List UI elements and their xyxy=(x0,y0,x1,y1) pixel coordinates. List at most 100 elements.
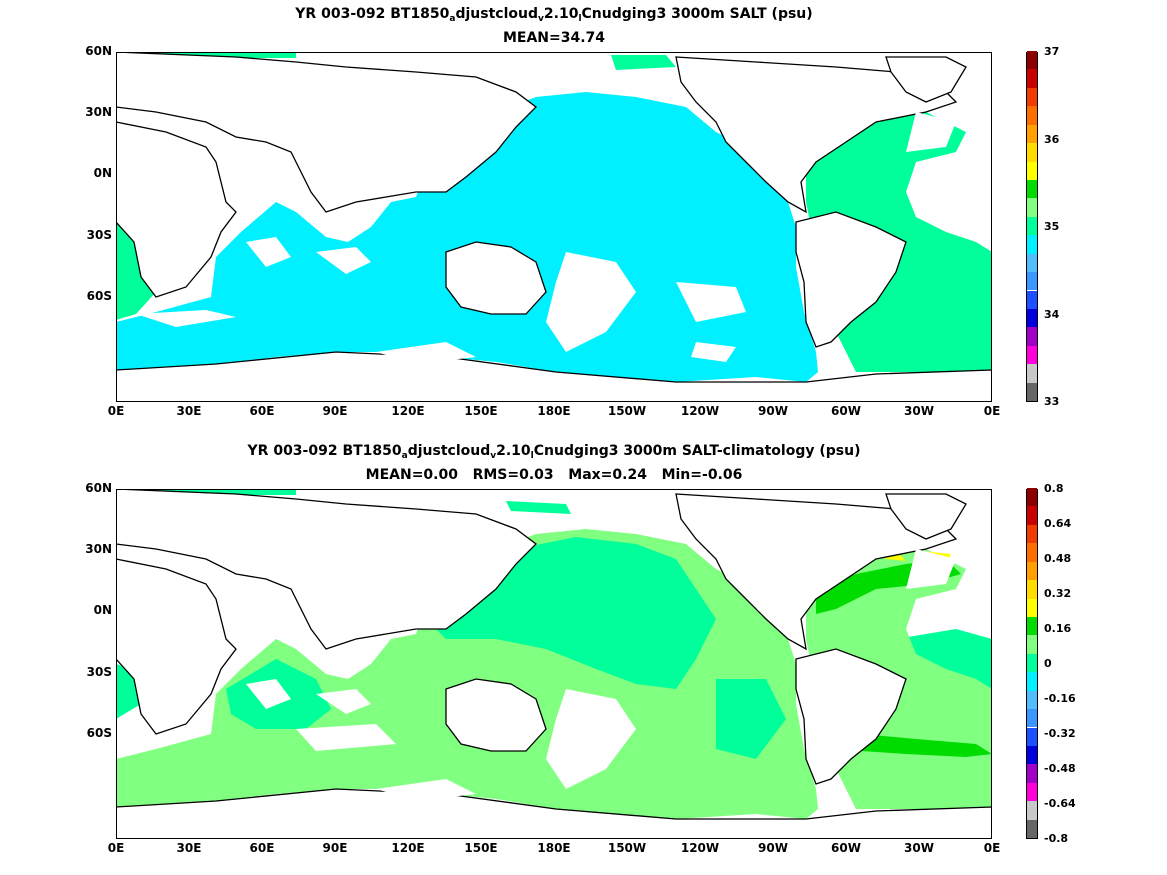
colorbar-swatch xyxy=(1027,308,1037,328)
axis-tick-label: 30W xyxy=(904,404,934,418)
axis-tick-label: 30E xyxy=(176,404,202,418)
p1-land-greenland xyxy=(885,56,967,103)
colorbar-swatch xyxy=(1027,506,1037,525)
axis-tick-label: 150W xyxy=(607,404,647,418)
colorbar-tick-label: 35 xyxy=(1044,220,1060,233)
colorbar-swatch xyxy=(1027,198,1037,217)
p1-ocean-arctic xyxy=(116,52,676,70)
axis-tick-label: 30S xyxy=(86,228,112,242)
panel1-map xyxy=(116,52,992,402)
axis-tick-label: 150E xyxy=(464,404,498,418)
colorbar-swatch xyxy=(1027,635,1037,654)
axis-tick-label: 150E xyxy=(464,841,498,855)
p1-patches xyxy=(136,112,956,364)
panel2-map xyxy=(116,489,992,839)
axis-tick-label: 0N xyxy=(93,603,112,617)
colorbar-swatch xyxy=(1027,561,1037,581)
colorbar-swatch xyxy=(1027,290,1037,309)
axis-tick-label: 60W xyxy=(831,404,861,418)
colorbar-tick-label: 0.32 xyxy=(1044,587,1072,600)
p2-land-eurasia xyxy=(116,489,537,650)
colorbar-tick-label: 0.64 xyxy=(1044,517,1072,530)
axis-tick-label: 0E xyxy=(983,841,1001,855)
colorbar-swatch xyxy=(1027,782,1037,802)
panel1-map-svg xyxy=(116,52,992,402)
colorbar-swatch xyxy=(1027,745,1037,765)
colorbar-swatch xyxy=(1027,524,1037,544)
colorbar-tick-label: 0 xyxy=(1044,657,1052,670)
colorbar-swatch xyxy=(1027,143,1037,162)
axis-tick-label: 90E xyxy=(322,404,348,418)
colorbar-swatch xyxy=(1027,690,1037,710)
colorbar-swatch xyxy=(1027,345,1037,365)
axis-tick-label: 0E xyxy=(107,404,125,418)
colorbar-swatch xyxy=(1027,672,1037,691)
colorbar-swatch xyxy=(1027,653,1037,673)
colorbar-swatch xyxy=(1027,764,1037,783)
panel2-map-svg xyxy=(116,489,992,839)
p1-land-australia xyxy=(445,241,547,315)
p2-patches xyxy=(246,549,956,801)
axis-tick-label: 0N xyxy=(93,166,112,180)
p1-land-eurasia xyxy=(116,52,537,213)
axis-tick-label: 30N xyxy=(85,105,112,119)
p2-high-satl xyxy=(861,734,992,757)
p2-land-southamerica xyxy=(795,648,907,785)
colorbar-tick-label: -0.32 xyxy=(1044,727,1076,740)
colorbar-swatch xyxy=(1027,727,1037,746)
axis-tick-label: 60S xyxy=(86,289,112,303)
p1-land-africa xyxy=(116,121,237,298)
colorbar-tick-label: -0.8 xyxy=(1044,832,1069,845)
colorbar-swatch xyxy=(1027,598,1037,617)
colorbar-swatch xyxy=(1027,179,1037,199)
axis-tick-label: 180E xyxy=(537,404,571,418)
panel1-colorbar xyxy=(1026,51,1038,402)
p1-land xyxy=(116,52,992,402)
colorbar-swatch xyxy=(1027,51,1037,70)
p1-land-antarctica xyxy=(116,351,992,402)
axis-tick-label: 90W xyxy=(758,841,788,855)
colorbar-tick-label: 34 xyxy=(1044,307,1060,321)
axis-tick-label: 120W xyxy=(680,841,720,855)
p2-land-greenland xyxy=(885,493,967,540)
panel2-title: YR 003-092 BT1850adjustcloudv2.10lCnudgi… xyxy=(247,443,861,461)
colorbar-tick-label: 33 xyxy=(1044,395,1060,408)
axis-tick-label: 30E xyxy=(176,841,202,855)
colorbar-swatch xyxy=(1027,124,1037,144)
colorbar-swatch xyxy=(1027,364,1037,383)
axis-tick-label: 120E xyxy=(391,404,425,418)
colorbar-swatch xyxy=(1027,819,1037,838)
colorbar-tick-label: -0.48 xyxy=(1044,762,1076,775)
p1-land-southamerica xyxy=(795,211,907,348)
colorbar-swatch xyxy=(1027,216,1037,236)
p1-ocean-westindian xyxy=(116,217,156,320)
axis-tick-label: 60W xyxy=(831,841,861,855)
colorbar-tick-label: 0.48 xyxy=(1044,552,1072,565)
colorbar-swatch xyxy=(1027,253,1037,273)
axis-tick-label: 150W xyxy=(607,841,647,855)
axis-tick-label: 30W xyxy=(904,841,934,855)
axis-tick-label: 30N xyxy=(85,542,112,556)
colorbar-tick-label: 0.8 xyxy=(1044,482,1064,495)
axis-tick-label: 60N xyxy=(85,481,112,495)
axis-tick-label: 90E xyxy=(322,841,348,855)
colorbar-swatch xyxy=(1027,161,1037,180)
panel1-title: YR 003-092 BT1850adjustcloudv2.10lCnudgi… xyxy=(295,6,813,24)
colorbar-swatch xyxy=(1027,488,1037,507)
panel2-colorbar xyxy=(1026,488,1038,839)
colorbar-swatch xyxy=(1027,382,1037,401)
panel1-stats: MEAN=34.74 xyxy=(502,30,606,46)
colorbar-swatch xyxy=(1027,543,1037,562)
colorbar-swatch xyxy=(1027,327,1037,346)
axis-tick-label: 0E xyxy=(983,404,1001,418)
axis-tick-label: 60E xyxy=(249,841,275,855)
colorbar-tick-label: 36 xyxy=(1044,132,1060,146)
colorbar-swatch xyxy=(1027,87,1037,107)
p2-land-africa xyxy=(116,558,237,735)
colorbar-swatch xyxy=(1027,580,1037,599)
p2-land-antarctica xyxy=(116,788,992,839)
axis-tick-label: 120E xyxy=(391,841,425,855)
axis-tick-label: 60E xyxy=(249,404,275,418)
colorbar-tick-label: -0.16 xyxy=(1044,692,1076,705)
colorbar-tick-label: 0.16 xyxy=(1044,622,1072,635)
